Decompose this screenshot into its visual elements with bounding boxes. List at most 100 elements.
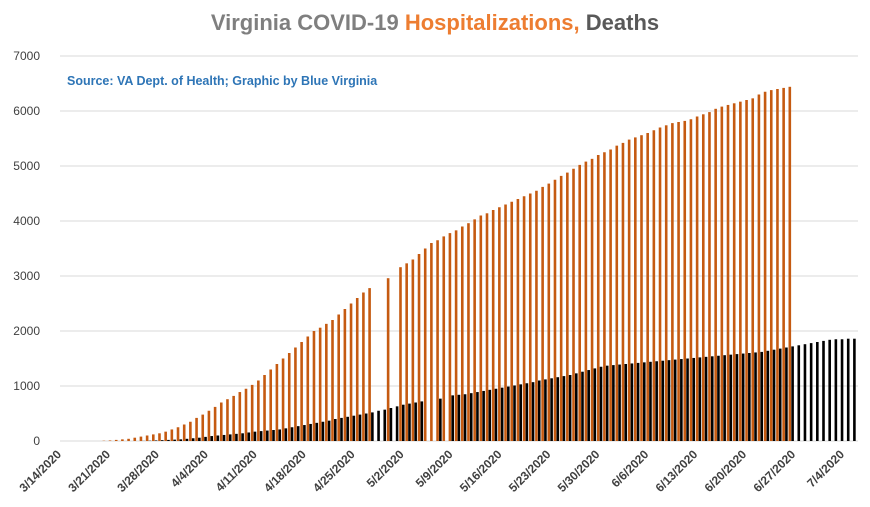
deaths-bar xyxy=(315,422,319,441)
hospitalizations-bar xyxy=(454,230,458,441)
hospitalizations-bar xyxy=(467,223,470,441)
hospitalizations-bar xyxy=(318,327,322,441)
deaths-bar xyxy=(358,414,362,441)
deaths-bar xyxy=(272,430,275,441)
deaths-bar xyxy=(519,384,522,441)
y-tick-label: 5000 xyxy=(13,159,40,173)
hospitalizations-bar xyxy=(788,86,792,442)
hospitalizations-bar xyxy=(584,161,588,441)
deaths-bar xyxy=(154,440,158,441)
x-tick-label: 5/2/2020 xyxy=(364,447,407,490)
deaths-bar xyxy=(371,412,374,441)
hospitalizations-bar xyxy=(108,440,112,441)
deaths-bar xyxy=(822,340,825,441)
deaths-bar xyxy=(636,362,640,441)
hospitalizations-bar xyxy=(195,417,198,441)
deaths-bar xyxy=(797,345,801,441)
hospitalizations-bar xyxy=(244,388,248,441)
deaths-bar xyxy=(247,432,251,441)
deaths-bar xyxy=(692,357,696,441)
deaths-bar xyxy=(414,402,417,441)
deaths-bar xyxy=(198,437,201,441)
x-tick-label: 5/9/2020 xyxy=(413,447,456,490)
hospitalizations-bar xyxy=(547,183,551,441)
x-tick-label: 3/14/2020 xyxy=(16,447,64,495)
deaths-bar xyxy=(766,350,770,441)
hospitalizations-bar xyxy=(430,243,433,441)
hospitalizations-bar xyxy=(683,120,687,442)
hospitalizations-bar xyxy=(127,438,130,441)
hospitalizations-bar xyxy=(677,122,680,441)
hospitalizations-bar xyxy=(739,101,742,442)
deaths-bar xyxy=(846,338,850,441)
deaths-bar xyxy=(439,398,442,441)
deaths-bar xyxy=(575,373,578,441)
y-tick-label: 4000 xyxy=(13,214,40,228)
x-tick-label: 6/13/2020 xyxy=(653,447,701,495)
deaths-bar xyxy=(673,359,677,441)
deaths-bar xyxy=(735,354,739,441)
deaths-bar xyxy=(680,359,683,441)
deaths-bar xyxy=(686,358,689,441)
deaths-bar xyxy=(408,403,411,441)
hospitalizations-bar xyxy=(331,320,334,441)
deaths-bar xyxy=(667,360,671,441)
hospitalizations-bar xyxy=(701,114,705,442)
hospitalizations-bar xyxy=(652,130,656,441)
hospitalizations-bar xyxy=(491,210,495,441)
y-tick-label: 6000 xyxy=(13,104,40,118)
deaths-bar xyxy=(828,339,831,441)
hospitalizations-bar xyxy=(615,145,619,441)
hospitalizations-bar xyxy=(757,94,761,441)
hospitalizations-bar xyxy=(275,364,279,441)
deaths-bar xyxy=(599,366,603,441)
deaths-bar xyxy=(717,355,720,441)
deaths-bar xyxy=(507,386,510,441)
deaths-bar xyxy=(803,344,807,441)
hospitalizations-bar xyxy=(627,139,631,441)
deaths-bar xyxy=(593,368,597,441)
deaths-bar xyxy=(618,364,621,441)
hospitalizations-bar xyxy=(294,347,297,441)
chart-title-part-hospitalizations: Hospitalizations, xyxy=(404,10,580,35)
x-tick-label: 5/30/2020 xyxy=(555,447,603,495)
deaths-bar xyxy=(210,436,214,441)
deaths-bar xyxy=(241,433,244,441)
hospitalizations-bar xyxy=(269,369,273,441)
hospitalizations-bar xyxy=(139,436,143,441)
hospitalizations-bar xyxy=(485,213,489,441)
hospitalizations-bar xyxy=(232,395,235,441)
chart-title: Virginia COVID-19 Hospitalizations, Deat… xyxy=(0,10,870,36)
y-tick-label: 1000 xyxy=(13,379,40,393)
deaths-bar xyxy=(494,388,498,441)
deaths-bar xyxy=(556,377,560,441)
hospitalizations-bar xyxy=(782,87,785,442)
deaths-bar xyxy=(562,376,566,441)
deaths-bar xyxy=(723,355,726,441)
hospitalizations-bar xyxy=(250,384,254,441)
x-tick-label: 3/28/2020 xyxy=(114,447,162,495)
hospitalizations-bar xyxy=(281,358,285,441)
deaths-bar xyxy=(531,382,535,441)
x-tick-label: 3/21/2020 xyxy=(65,447,113,495)
deaths-bar xyxy=(500,387,504,441)
hospitalizations-bar xyxy=(473,219,476,441)
hospitalizations-bar xyxy=(590,158,594,441)
hospitalizations-bar xyxy=(522,196,526,441)
deaths-bar xyxy=(469,393,473,441)
y-tick-label: 3000 xyxy=(13,269,40,283)
hospitalizations-bar xyxy=(763,91,767,441)
hospitalizations-bar xyxy=(535,190,538,441)
deaths-bar xyxy=(204,436,207,442)
deaths-bar xyxy=(327,420,331,441)
hospitalizations-bar xyxy=(689,119,693,441)
deaths-bar xyxy=(364,413,368,441)
deaths-bar xyxy=(760,351,763,441)
hospitalizations-bar xyxy=(640,135,643,441)
deaths-bar xyxy=(544,379,547,441)
y-tick-label: 0 xyxy=(33,434,40,448)
chart-title-part-deaths: Deaths xyxy=(579,10,660,35)
x-tick-label: 5/16/2020 xyxy=(457,447,505,495)
hospitalizations-bar xyxy=(578,164,581,441)
deaths-bar xyxy=(605,365,609,441)
